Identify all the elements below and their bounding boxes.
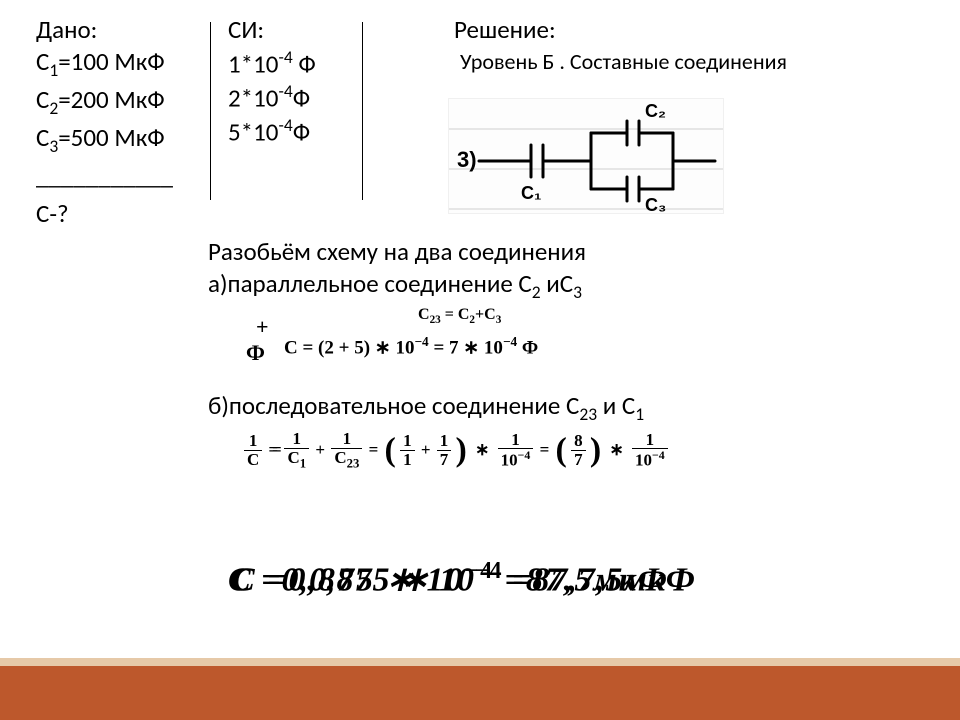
eq-c23: С23 = C2+C3 — [418, 306, 501, 326]
narr-3: б)последовательное соединение С23 и С1 — [208, 390, 644, 425]
svg-text:C₂: C₂ — [645, 101, 666, 121]
si-l3: 5*10-4Ф — [228, 114, 310, 147]
stray-eq-1: = — [272, 440, 282, 460]
narr-2: а)параллельное соединение С2 иС3 — [208, 268, 582, 303]
si-header: СИ: — [228, 14, 264, 45]
given-c2: С2=200 МкФ — [36, 84, 165, 119]
si-l2: 2*10-4Ф — [228, 80, 310, 113]
given-c1: С1=100 МкФ — [36, 46, 165, 81]
eq-fractions: 1C = 1C1 + 1C23 = ( 11 + 17 ) ∗ 110−4 = … — [244, 430, 668, 471]
si-l1: 1*10-4 Ф — [228, 46, 316, 79]
given-question: С-? — [36, 198, 69, 229]
answer: С =0,875 ∗ 10−4 =87,5мкФ — [232, 558, 669, 599]
stray-plus: + — [256, 314, 269, 340]
svg-text:C₃: C₃ — [645, 195, 666, 213]
given-c3: С3=500 МкФ — [36, 122, 165, 157]
separator-given-si — [210, 22, 211, 200]
narr-1: Разобьём схему на два соединения — [208, 236, 586, 267]
circuit-diagram: .ln{stroke:#000;stroke-width:3;fill:none… — [448, 98, 724, 214]
given-header: Дано: — [36, 14, 97, 45]
footer-accent — [0, 658, 960, 720]
subtitle: Уровень Б . Составные соединения — [460, 48, 787, 75]
svg-text:C₁: C₁ — [521, 183, 541, 203]
eq-sum: С = (2 + 5) ∗ 10−4 = 7 ∗ 10−4 Ф — [284, 334, 538, 359]
svg-text:3): 3) — [457, 147, 477, 172]
separator-si-sol — [362, 22, 363, 200]
solution-header: Решение: — [454, 14, 556, 45]
given-sep: ___________ — [36, 160, 173, 191]
stray-phi: Ф — [246, 340, 265, 366]
